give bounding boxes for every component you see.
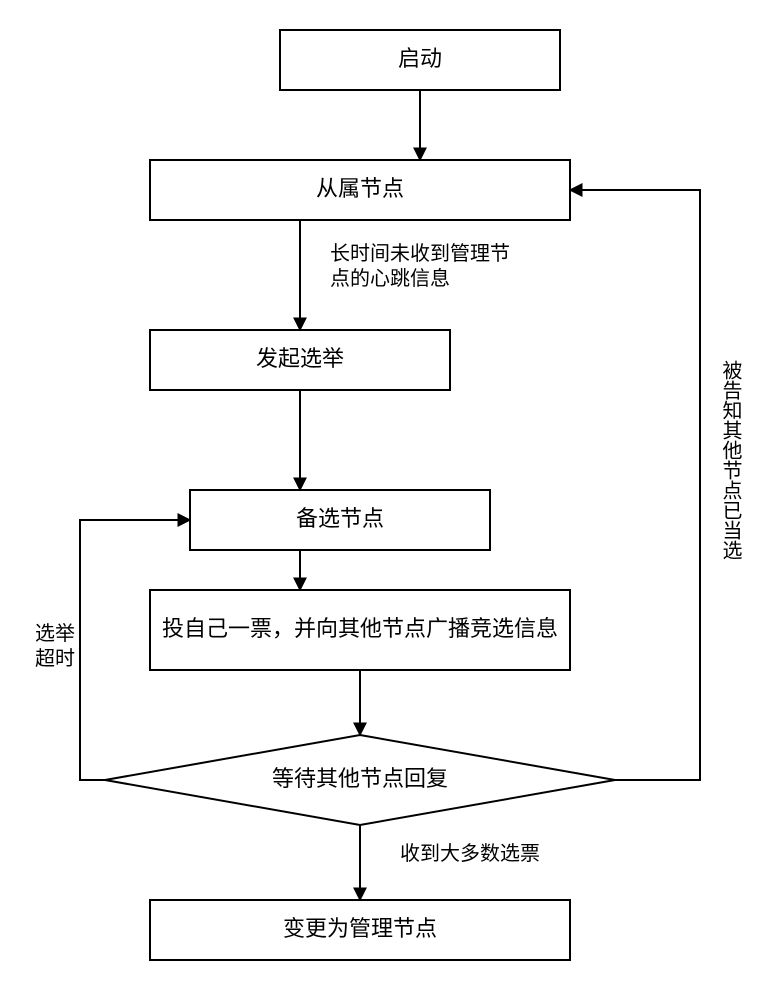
node-manager: 变更为管理节点 <box>150 900 570 960</box>
node-candidate: 备选节点 <box>190 490 490 550</box>
svg-text:启动: 启动 <box>398 46 442 71</box>
svg-text:备选节点: 备选节点 <box>296 506 384 531</box>
node-vote: 投自己一票，并向其他节点广播竞选信息 <box>150 590 570 670</box>
svg-text:变更为管理节点: 变更为管理节点 <box>283 916 437 941</box>
svg-text:从属节点: 从属节点 <box>316 176 404 201</box>
svg-text:投自己一票，并向其他节点广播竞选信息: 投自己一票，并向其他节点广播竞选信息 <box>162 616 558 641</box>
svg-text:等待其他节点回复: 等待其他节点回复 <box>272 766 448 791</box>
edge-label-timeout-2: 超时 <box>35 647 75 670</box>
edge-wait-slave <box>570 190 700 780</box>
edge-label-heartbeat-2: 点的心跳信息 <box>330 267 450 290</box>
edge-label-majority: 收到大多数选票 <box>400 842 540 865</box>
edge-label-heartbeat: 长时间未收到管理节 <box>330 242 510 265</box>
svg-text:发起选举: 发起选举 <box>256 346 344 371</box>
node-start: 启动 <box>280 30 560 90</box>
node-elect: 发起选举 <box>150 330 450 390</box>
edge-label-elected-other: 被告知其他节点已当选 <box>719 360 742 560</box>
node-wait: 等待其他节点回复 <box>105 735 615 825</box>
edge-label-timeout-1: 选举 <box>35 622 75 645</box>
node-slave: 从属节点 <box>150 160 570 220</box>
